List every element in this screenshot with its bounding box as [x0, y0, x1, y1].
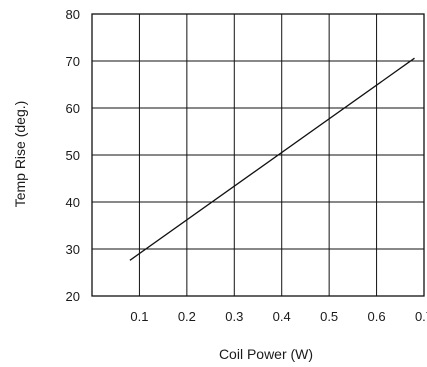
series-layer: [129, 57, 415, 261]
y-tick-label: 50: [66, 148, 80, 163]
y-tick-label: 60: [66, 101, 80, 116]
y-tick-label: 20: [66, 289, 80, 304]
x-tick-label: 0.4: [273, 309, 291, 324]
y-tick-label: 80: [66, 7, 80, 22]
y-tick-label: 40: [66, 195, 80, 210]
x-tick-label: 0.6: [368, 309, 386, 324]
x-tick-label: 0.2: [178, 309, 196, 324]
x-tick-labels: 0.1 0.2 0.3 0.4 0.5 0.6 0.7: [130, 309, 427, 324]
x-tick-label: 0.5: [320, 309, 338, 324]
y-axis-label: Temp Rise (deg.): [12, 101, 28, 208]
x-axis-label: Coil Power (W): [219, 346, 313, 362]
x-tick-label: 0.3: [225, 309, 243, 324]
x-tick-label: 0.1: [130, 309, 148, 324]
y-tick-labels: 20 30 40 50 60 70 80: [66, 7, 80, 304]
grid: [92, 14, 424, 296]
y-tick-label: 70: [66, 54, 80, 69]
y-tick-label: 30: [66, 242, 80, 257]
series-line: [129, 57, 415, 261]
x-tick-label: 0.7: [415, 309, 427, 324]
plot-frame: [91, 13, 425, 297]
